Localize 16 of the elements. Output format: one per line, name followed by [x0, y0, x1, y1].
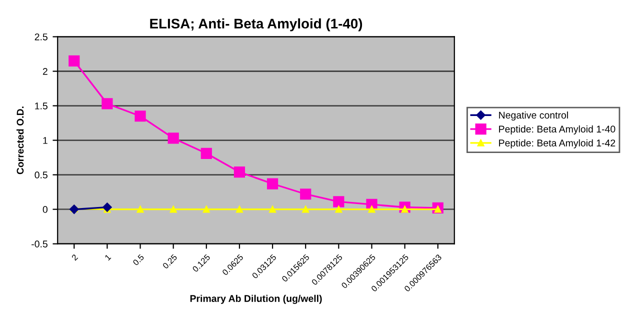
x-tick-label: 0.5	[132, 254, 144, 266]
y-tick-label: 0.5	[34, 172, 48, 178]
y-tick-label: 0	[42, 206, 48, 213]
y-tick-label: 2	[42, 68, 48, 75]
x-tick-label: 2	[71, 254, 78, 261]
x-axis-title: Primary Ab Dilution (ug/well)	[190, 294, 322, 304]
legend-label: Negative control	[499, 111, 568, 121]
legend-label: Peptide: Beta Amyloid 1-42	[499, 139, 616, 148]
y-tick-label: 1.5	[35, 102, 48, 110]
legend-label: Peptide: Beta Amyloid 1-40	[499, 125, 616, 134]
y-tick-label: 1	[43, 137, 48, 144]
chart-title: ELISA; Anti- Beta Amyloid (1-40)	[150, 18, 362, 32]
x-tick-label: 1	[104, 254, 112, 261]
y-tick-label: 2.5	[34, 33, 48, 40]
y-tick-label: -0.5	[32, 240, 48, 248]
y-axis-title: Corrected O.D.	[16, 106, 24, 174]
